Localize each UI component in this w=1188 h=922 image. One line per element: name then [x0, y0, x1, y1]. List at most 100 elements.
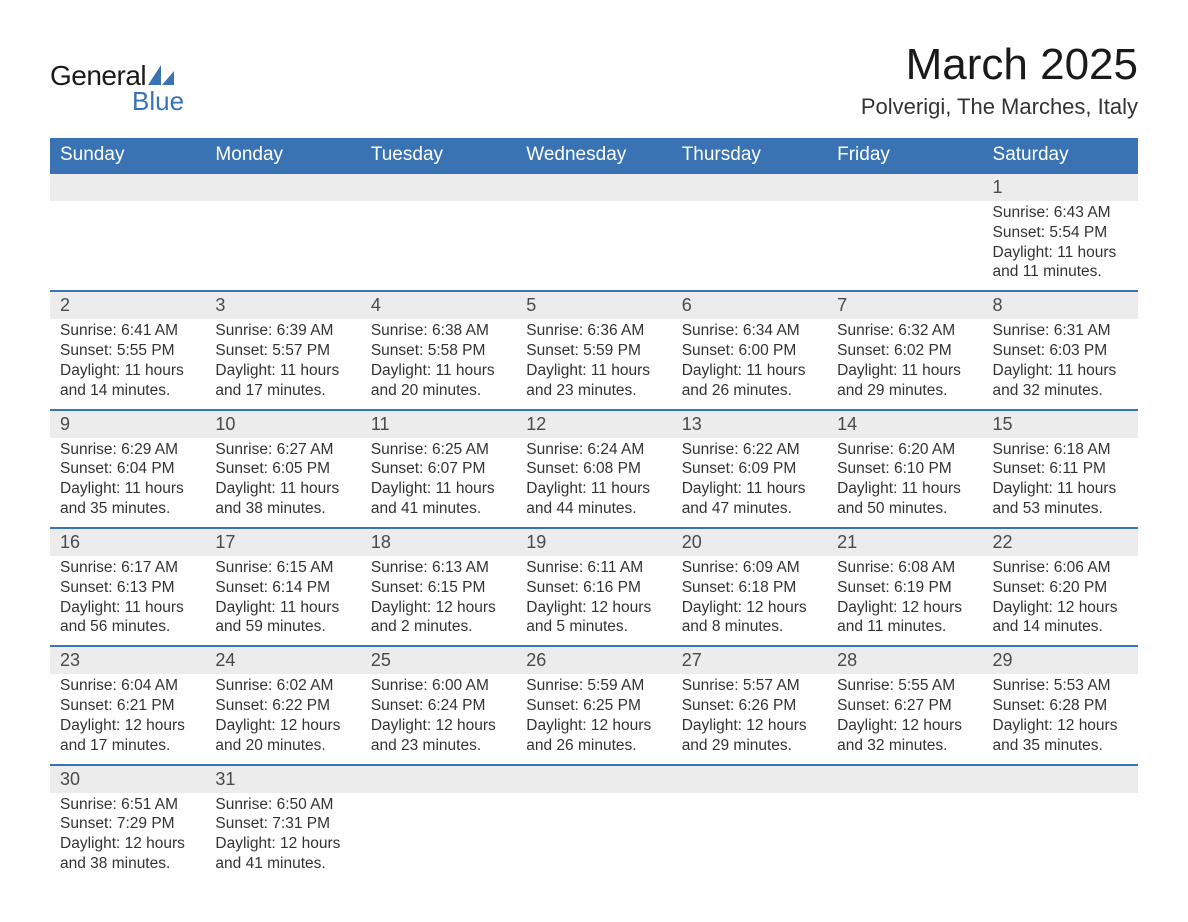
sunrise-text: Sunrise: 6:32 AM [837, 321, 972, 341]
week-content-row: Sunrise: 6:17 AMSunset: 6:13 PMDaylight:… [50, 556, 1138, 646]
day-content-cell: Sunrise: 6:11 AMSunset: 6:16 PMDaylight:… [516, 556, 671, 646]
day-content-cell: Sunrise: 6:36 AMSunset: 5:59 PMDaylight:… [516, 319, 671, 409]
day-number: 12 [516, 411, 671, 438]
day-number: 16 [50, 529, 205, 556]
daylight-text: Daylight: 12 hours and 29 minutes. [682, 716, 817, 756]
day-content-cell: Sunrise: 6:22 AMSunset: 6:09 PMDaylight:… [672, 438, 827, 528]
daylight-text: Daylight: 11 hours and 53 minutes. [993, 479, 1128, 519]
day-number-cell [983, 765, 1138, 793]
sunset-text: Sunset: 6:24 PM [371, 696, 506, 716]
day-content-cell: Sunrise: 6:51 AMSunset: 7:29 PMDaylight:… [50, 793, 205, 882]
day-number-cell: 16 [50, 528, 205, 556]
calendar-table: Sunday Monday Tuesday Wednesday Thursday… [50, 138, 1138, 882]
day-content-cell: Sunrise: 6:50 AMSunset: 7:31 PMDaylight:… [205, 793, 360, 882]
sunset-text: Sunset: 6:07 PM [371, 459, 506, 479]
day-number-cell: 17 [205, 528, 360, 556]
sunset-text: Sunset: 5:54 PM [993, 223, 1128, 243]
daylight-text: Daylight: 12 hours and 41 minutes. [215, 834, 350, 874]
day-number-cell: 20 [672, 528, 827, 556]
day-content-cell: Sunrise: 6:34 AMSunset: 6:00 PMDaylight:… [672, 319, 827, 409]
location-subtitle: Polverigi, The Marches, Italy [861, 94, 1138, 120]
day-number-cell: 5 [516, 291, 671, 319]
sunset-text: Sunset: 6:05 PM [215, 459, 350, 479]
daylight-text: Daylight: 11 hours and 29 minutes. [837, 361, 972, 401]
daylight-text: Daylight: 11 hours and 47 minutes. [682, 479, 817, 519]
day-number: 31 [205, 766, 360, 793]
month-title: March 2025 [861, 40, 1138, 90]
week-content-row: Sunrise: 6:29 AMSunset: 6:04 PMDaylight:… [50, 438, 1138, 528]
day-content-cell: Sunrise: 5:59 AMSunset: 6:25 PMDaylight:… [516, 674, 671, 764]
day-content-cell [361, 793, 516, 882]
day-number-cell: 13 [672, 410, 827, 438]
sunrise-text: Sunrise: 6:13 AM [371, 558, 506, 578]
day-number: 8 [983, 292, 1138, 319]
sunset-text: Sunset: 6:09 PM [682, 459, 817, 479]
sunrise-text: Sunrise: 6:08 AM [837, 558, 972, 578]
weekday-header: Saturday [983, 138, 1138, 173]
sunrise-text: Sunrise: 6:31 AM [993, 321, 1128, 341]
sunset-text: Sunset: 6:13 PM [60, 578, 195, 598]
day-number-cell: 29 [983, 646, 1138, 674]
day-number-cell: 1 [983, 173, 1138, 201]
sunset-text: Sunset: 5:59 PM [526, 341, 661, 361]
day-number-cell: 21 [827, 528, 982, 556]
day-number: 5 [516, 292, 671, 319]
day-number-cell [361, 765, 516, 793]
day-content-cell: Sunrise: 6:13 AMSunset: 6:15 PMDaylight:… [361, 556, 516, 646]
sunrise-text: Sunrise: 6:20 AM [837, 440, 972, 460]
day-content-cell: Sunrise: 6:06 AMSunset: 6:20 PMDaylight:… [983, 556, 1138, 646]
day-number-cell: 23 [50, 646, 205, 674]
day-number: 24 [205, 647, 360, 674]
sunrise-text: Sunrise: 6:06 AM [993, 558, 1128, 578]
day-number-cell: 8 [983, 291, 1138, 319]
day-number-cell: 10 [205, 410, 360, 438]
day-content-cell [983, 793, 1138, 882]
week-daynum-row: 16171819202122 [50, 528, 1138, 556]
sunrise-text: Sunrise: 6:29 AM [60, 440, 195, 460]
daylight-text: Daylight: 11 hours and 32 minutes. [993, 361, 1128, 401]
day-number-cell: 25 [361, 646, 516, 674]
day-number: 28 [827, 647, 982, 674]
sunset-text: Sunset: 6:27 PM [837, 696, 972, 716]
day-number: 13 [672, 411, 827, 438]
day-content-cell: Sunrise: 5:57 AMSunset: 6:26 PMDaylight:… [672, 674, 827, 764]
day-content-cell [827, 793, 982, 882]
day-number: 21 [827, 529, 982, 556]
day-number-cell: 31 [205, 765, 360, 793]
daylight-text: Daylight: 11 hours and 35 minutes. [60, 479, 195, 519]
weekday-header-row: Sunday Monday Tuesday Wednesday Thursday… [50, 138, 1138, 173]
day-number-cell: 19 [516, 528, 671, 556]
day-number-cell [827, 765, 982, 793]
sunset-text: Sunset: 6:15 PM [371, 578, 506, 598]
day-number-cell: 28 [827, 646, 982, 674]
sunset-text: Sunset: 6:21 PM [60, 696, 195, 716]
day-number-cell: 22 [983, 528, 1138, 556]
daylight-text: Daylight: 12 hours and 32 minutes. [837, 716, 972, 756]
daylight-text: Daylight: 12 hours and 38 minutes. [60, 834, 195, 874]
day-number-cell: 7 [827, 291, 982, 319]
sunrise-text: Sunrise: 6:27 AM [215, 440, 350, 460]
weekday-header: Sunday [50, 138, 205, 173]
day-number-cell [50, 173, 205, 201]
day-number: 23 [50, 647, 205, 674]
daylight-text: Daylight: 11 hours and 23 minutes. [526, 361, 661, 401]
day-content-cell: Sunrise: 5:53 AMSunset: 6:28 PMDaylight:… [983, 674, 1138, 764]
day-number-cell [672, 765, 827, 793]
sunset-text: Sunset: 6:14 PM [215, 578, 350, 598]
sunset-text: Sunset: 7:31 PM [215, 814, 350, 834]
sunrise-text: Sunrise: 6:50 AM [215, 795, 350, 815]
sunrise-text: Sunrise: 6:00 AM [371, 676, 506, 696]
sunset-text: Sunset: 6:18 PM [682, 578, 817, 598]
daylight-text: Daylight: 11 hours and 56 minutes. [60, 598, 195, 638]
sunset-text: Sunset: 6:02 PM [837, 341, 972, 361]
sunrise-text: Sunrise: 6:17 AM [60, 558, 195, 578]
sunrise-text: Sunrise: 6:09 AM [682, 558, 817, 578]
day-number: 29 [983, 647, 1138, 674]
day-number: 26 [516, 647, 671, 674]
weekday-header: Friday [827, 138, 982, 173]
day-number-cell: 24 [205, 646, 360, 674]
sunset-text: Sunset: 5:58 PM [371, 341, 506, 361]
daylight-text: Daylight: 12 hours and 17 minutes. [60, 716, 195, 756]
day-number-cell: 30 [50, 765, 205, 793]
day-number-cell [205, 173, 360, 201]
